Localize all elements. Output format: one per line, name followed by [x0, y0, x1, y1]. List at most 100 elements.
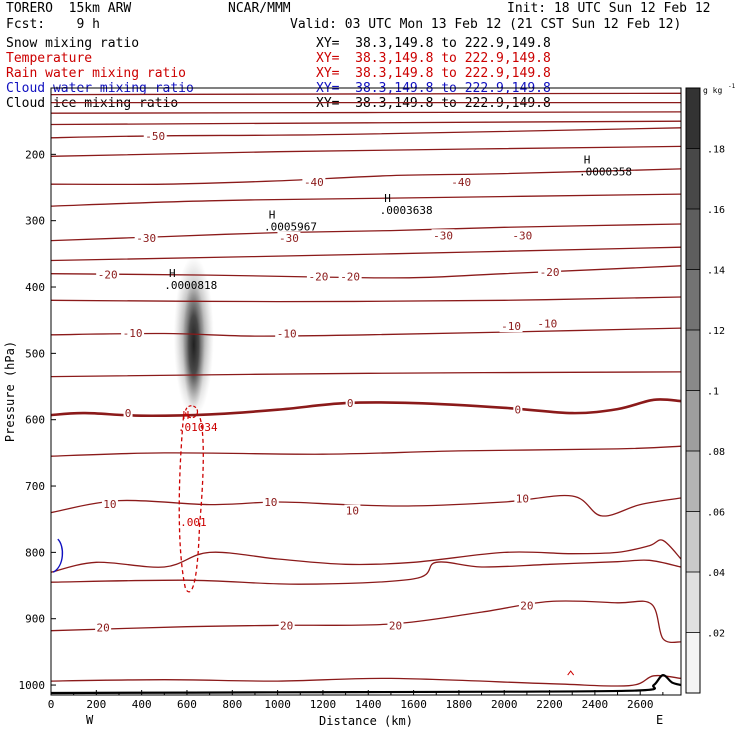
- temperature-contour--45: [51, 145, 681, 157]
- contour-label-bg: [387, 619, 404, 632]
- contour-label-bg: [338, 270, 362, 283]
- maximum-value: .01034: [178, 421, 218, 434]
- maximum-value: .0000818: [164, 279, 217, 292]
- x-tick-label: 1600: [400, 698, 427, 711]
- colorbar-tick-label: .02: [707, 629, 725, 640]
- x-tick-label: 2000: [491, 698, 518, 711]
- temperature-contour-label: 10: [346, 505, 359, 518]
- colorbar-bin: [686, 269, 700, 330]
- temperature-contour-15: [51, 559, 681, 585]
- temperature-contour-label: 10: [103, 498, 116, 511]
- colorbar-tick-label: .14: [707, 266, 725, 277]
- field-name: Snow mixing ratio: [6, 36, 140, 51]
- maximum-marker: H: [169, 267, 176, 280]
- contour-label-bg: [275, 327, 299, 340]
- x-tick-label: 2400: [582, 698, 609, 711]
- temperature-contour--60: [51, 111, 681, 114]
- maximum-marker: H: [584, 154, 591, 167]
- plot-frame: [50, 87, 682, 696]
- temperature-contour-25: [51, 674, 681, 687]
- y-tick-label: 1000: [19, 679, 46, 692]
- contour-label-bg: [513, 403, 523, 416]
- snow-shade-core: [182, 279, 205, 410]
- temperature-contour-label: -10: [123, 327, 143, 340]
- temperature-contour-label: -20: [308, 270, 328, 283]
- contour-label-bg: [345, 397, 355, 410]
- colorbar-bin: [686, 330, 700, 391]
- forecast-hour: Fcst: 9 h: [6, 17, 100, 32]
- contour-label-bg: [134, 231, 158, 244]
- x-tick-label: 600: [177, 698, 197, 711]
- maximum-marker: H: [269, 209, 276, 222]
- contour-label-bg: [535, 317, 559, 330]
- x-tick-label: 2600: [627, 698, 654, 711]
- contour-label-bg: [538, 265, 562, 278]
- maximum-value: .0003638: [380, 204, 433, 217]
- contour-label-bg: [96, 268, 120, 281]
- temperature-contour-15: [51, 539, 681, 573]
- x-tick-label: 1400: [355, 698, 382, 711]
- x-tick-label: 400: [132, 698, 152, 711]
- colorbar-unit: g kg: [703, 86, 722, 95]
- temperature-contour--35: [51, 193, 681, 207]
- temperature-contour--40: [51, 168, 681, 186]
- contour-label-bg: [499, 320, 523, 333]
- center-title: NCAR/MMM: [228, 1, 291, 16]
- y-tick-label: 200: [25, 148, 45, 161]
- west-label: W: [86, 713, 94, 727]
- y-tick-label: 700: [25, 480, 45, 493]
- x-axis-label: Distance (km): [319, 714, 413, 728]
- maximum-marker: H: [384, 192, 391, 205]
- y-axis-label: Pressure (hPa): [3, 341, 17, 442]
- x-tick-label: 800: [222, 698, 242, 711]
- temperature-contour-label: 0: [515, 404, 522, 417]
- contour-label-bg: [143, 129, 167, 142]
- y-tick-label: 400: [25, 281, 45, 294]
- contour-label-bg: [344, 504, 361, 517]
- colorbar-tick-label: .16: [707, 205, 725, 216]
- terrain-line: [51, 674, 681, 695]
- colorbar-bin: [686, 572, 700, 633]
- temperature-contour-label: -10: [537, 318, 557, 331]
- y-tick-label: 500: [25, 347, 45, 360]
- colorbar-bin: [686, 88, 700, 149]
- temperature-contour--25: [51, 246, 681, 262]
- contour-label-bg: [514, 492, 531, 505]
- colorbar-bin: [686, 451, 700, 512]
- model-title: TORERO 15km ARW: [6, 1, 132, 16]
- temperature-contour-label: 0: [125, 407, 132, 420]
- colorbar-tick-label: .1: [707, 387, 719, 398]
- x-tick-label: 2200: [536, 698, 563, 711]
- temperature-contour-label: -40: [451, 176, 471, 189]
- temperature-contour-label: -10: [277, 327, 297, 340]
- colorbar-bin: [686, 148, 700, 209]
- colorbar-bin: [686, 209, 700, 270]
- contour-label-bg: [306, 270, 330, 283]
- field-xy: XY= 38.3,149.8 to 222.9,149.8: [316, 36, 551, 51]
- x-tick-label: 1200: [310, 698, 337, 711]
- contour-label-bg: [121, 326, 145, 339]
- temperature-contour-label: -30: [512, 229, 532, 242]
- temperature-contour-label: -10: [501, 320, 521, 333]
- field-name: Rain water mixing ratio: [6, 66, 187, 81]
- temperature-contour-10: [51, 494, 681, 517]
- contour-label-bg: [510, 229, 534, 242]
- colorbar-bin: [686, 632, 700, 693]
- field-xy: XY= 38.3,149.8 to 222.9,149.8: [316, 66, 551, 81]
- x-tick-label: 200: [86, 698, 106, 711]
- temperature-contour-20: [51, 600, 681, 644]
- rain-contour-label: .001: [180, 516, 207, 529]
- valid-time: Valid: 03 UTC Mon 13 Feb 12 (21 CST Sun …: [290, 17, 682, 32]
- colorbar-tick-label: .18: [707, 145, 725, 156]
- contour-label-bg: [101, 497, 118, 510]
- contour-label-bg: [278, 619, 295, 632]
- colorbar-unit-exponent: -1: [728, 83, 736, 90]
- y-tick-label: 900: [25, 613, 45, 626]
- colorbar-tick-label: .08: [707, 447, 725, 458]
- temperature-contour--15: [51, 296, 681, 303]
- rain-water-small-contour: [567, 670, 575, 676]
- temperature-contour-label: -50: [145, 130, 165, 143]
- temperature-contour--50: [51, 127, 681, 139]
- colorbar-bin: [686, 390, 700, 451]
- temperature-contour--60: [51, 92, 681, 96]
